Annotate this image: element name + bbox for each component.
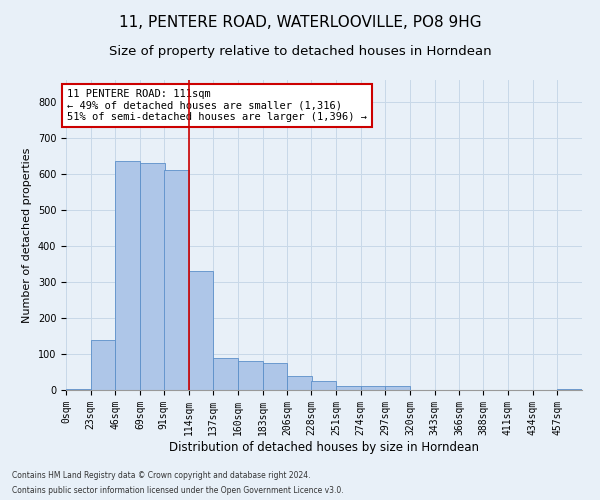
Bar <box>287 376 312 390</box>
Text: Size of property relative to detached houses in Horndean: Size of property relative to detached ho… <box>109 45 491 58</box>
Bar <box>238 361 263 390</box>
Y-axis label: Number of detached properties: Number of detached properties <box>22 148 32 322</box>
Bar <box>164 170 188 390</box>
Text: 11, PENTERE ROAD, WATERLOOVILLE, PO8 9HG: 11, PENTERE ROAD, WATERLOOVILLE, PO8 9HG <box>119 15 481 30</box>
Bar <box>361 386 385 390</box>
Text: Contains HM Land Registry data © Crown copyright and database right 2024.: Contains HM Land Registry data © Crown c… <box>12 471 311 480</box>
X-axis label: Distribution of detached houses by size in Horndean: Distribution of detached houses by size … <box>169 440 479 454</box>
Bar <box>91 340 115 390</box>
Bar <box>263 363 287 390</box>
Bar <box>311 381 336 390</box>
Text: Contains public sector information licensed under the Open Government Licence v3: Contains public sector information licen… <box>12 486 344 495</box>
Bar <box>385 386 410 390</box>
Bar <box>115 161 140 390</box>
Text: 11 PENTERE ROAD: 111sqm
← 49% of detached houses are smaller (1,316)
51% of semi: 11 PENTERE ROAD: 111sqm ← 49% of detache… <box>67 89 367 122</box>
Bar <box>188 271 213 390</box>
Bar <box>213 358 238 390</box>
Bar <box>336 386 361 390</box>
Bar <box>140 163 165 390</box>
